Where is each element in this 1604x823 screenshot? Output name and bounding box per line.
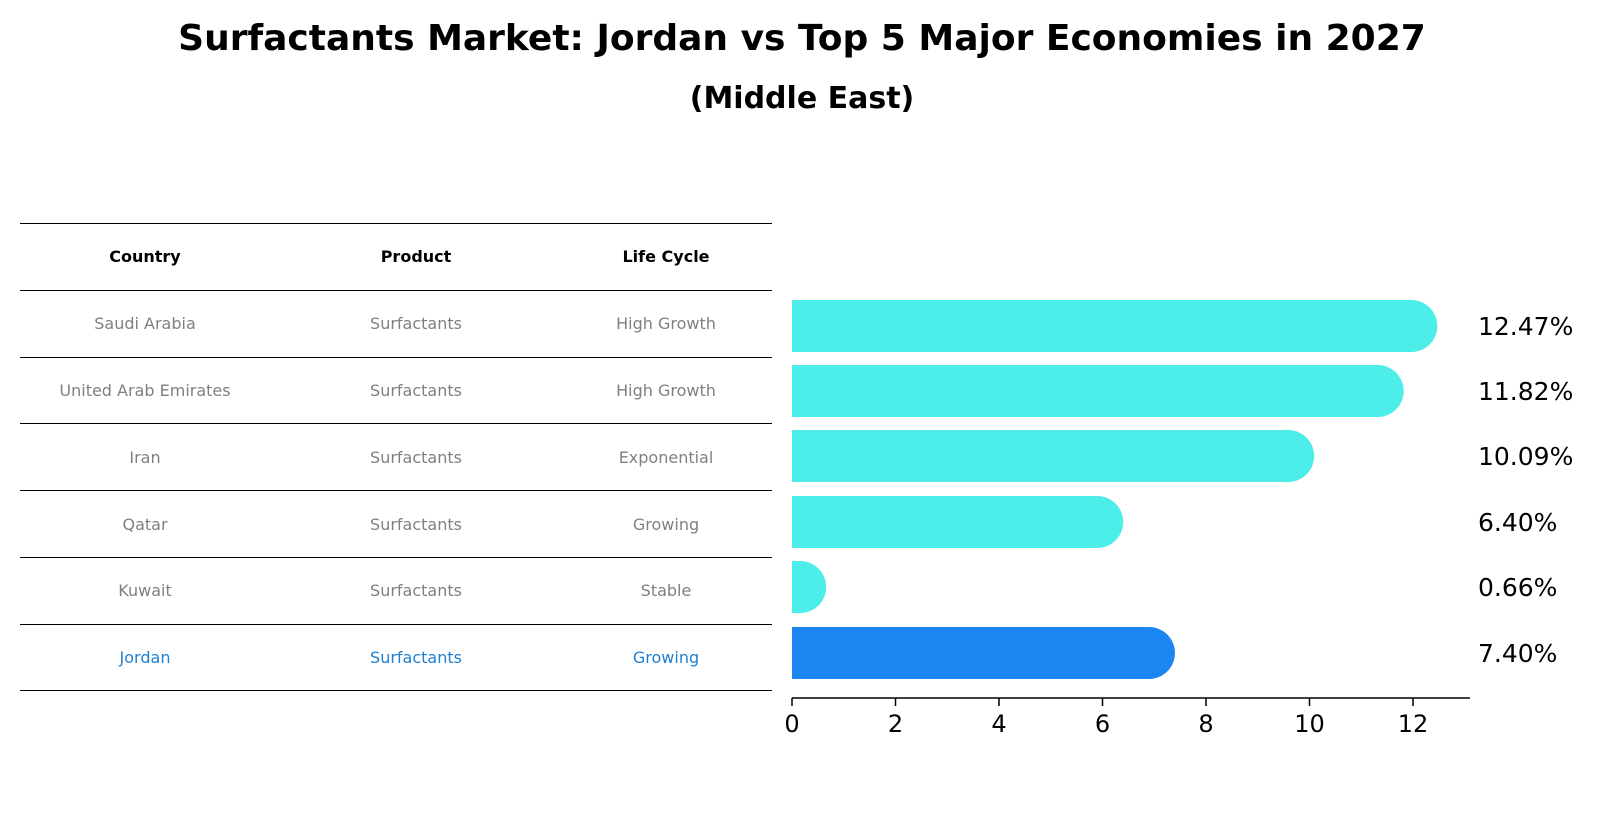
bar-value-label: 6.40%	[1478, 508, 1557, 537]
bar-value-label: 7.40%	[1478, 639, 1557, 668]
bar-value-label: 12.47%	[1478, 312, 1573, 341]
bar-value-label: 11.82%	[1478, 377, 1573, 406]
cell-life-cycle: High Growth	[616, 314, 716, 334]
cell-country: Qatar	[122, 514, 168, 534]
cell-life-cycle: Exponential	[618, 447, 714, 467]
x-tick-label: 10	[1294, 710, 1325, 738]
x-tick-label: 4	[991, 710, 1006, 738]
cell-product: Surfactants	[370, 647, 462, 667]
cell-product: Surfactants	[370, 380, 462, 400]
x-tick-label: 12	[1398, 710, 1429, 738]
cell-product: Surfactants	[370, 314, 462, 334]
x-tick-label: 8	[1198, 710, 1213, 738]
chart-subtitle: (Middle East)	[689, 81, 915, 116]
cell-country: United Arab Emirates	[59, 380, 231, 400]
bar-value-label: 0.66%	[1478, 573, 1557, 602]
cell-life-cycle: Stable	[640, 581, 692, 601]
x-tick-label: 2	[888, 710, 903, 738]
header-life-cycle: Life Cycle	[622, 247, 710, 267]
cell-product: Surfactants	[370, 514, 462, 534]
cell-country: Saudi Arabia	[94, 314, 196, 334]
chart-title: Surfactants Market: Jordan vs Top 5 Majo…	[178, 18, 1426, 59]
data-table: Country Product Life Cycle Saudi Arabia …	[20, 223, 772, 691]
table-row: Kuwait Surfactants Stable	[20, 556, 772, 624]
cell-life-cycle: Growing	[632, 647, 700, 667]
bar-highlighted	[792, 627, 1175, 679]
cell-life-cycle: High Growth	[616, 380, 716, 400]
cell-life-cycle: Growing	[632, 514, 700, 534]
cell-product: Surfactants	[370, 447, 462, 467]
bar	[792, 365, 1404, 417]
bar	[792, 561, 827, 613]
x-tick-label: 0	[784, 710, 799, 738]
bar	[792, 430, 1315, 482]
cell-country: Jordan	[119, 647, 171, 667]
table-row: Saudi Arabia Surfactants High Growth	[20, 289, 772, 357]
bar	[792, 496, 1124, 548]
table-row: Qatar Surfactants Growing	[20, 490, 772, 557]
header-country: Country	[109, 247, 181, 267]
cell-country: Kuwait	[118, 581, 172, 601]
table-row-highlighted: Jordan Surfactants Growing	[20, 623, 772, 691]
table-header-row: Country Product Life Cycle	[20, 223, 772, 290]
cell-country: Iran	[129, 447, 161, 467]
x-tick-label: 6	[1095, 710, 1110, 738]
cell-product: Surfactants	[370, 581, 462, 601]
header-product: Product	[380, 247, 452, 267]
table-row: United Arab Emirates Surfactants High Gr…	[20, 356, 772, 424]
bar	[792, 300, 1438, 352]
bar-value-label: 10.09%	[1478, 442, 1573, 471]
table-row: Iran Surfactants Exponential	[20, 423, 772, 490]
